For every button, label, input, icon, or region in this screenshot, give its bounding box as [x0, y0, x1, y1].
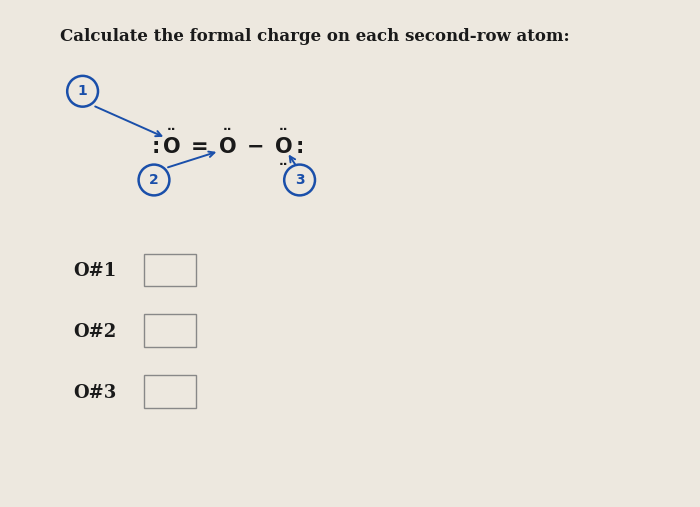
Text: ··: ··	[279, 123, 288, 136]
Text: Calculate the formal charge on each second-row atom:: Calculate the formal charge on each seco…	[60, 28, 569, 45]
Text: :: :	[151, 137, 160, 157]
Text: ··: ··	[279, 158, 288, 171]
Ellipse shape	[284, 165, 315, 195]
Text: ··: ··	[223, 123, 232, 136]
FancyBboxPatch shape	[144, 254, 196, 286]
Text: O: O	[162, 137, 181, 157]
Ellipse shape	[139, 165, 169, 195]
Text: 2: 2	[149, 173, 159, 187]
Text: O: O	[274, 137, 293, 157]
Text: −: −	[246, 137, 265, 157]
Text: O#3: O#3	[74, 384, 117, 402]
Text: ··: ··	[167, 123, 176, 136]
FancyBboxPatch shape	[144, 314, 196, 347]
Ellipse shape	[67, 76, 98, 106]
Text: O#1: O#1	[74, 262, 117, 280]
FancyBboxPatch shape	[144, 375, 196, 408]
Text: O#2: O#2	[74, 323, 117, 341]
Text: =: =	[190, 137, 209, 157]
Text: 3: 3	[295, 173, 304, 187]
Text: :: :	[295, 137, 304, 157]
Text: 1: 1	[78, 84, 88, 98]
Text: O: O	[218, 137, 237, 157]
